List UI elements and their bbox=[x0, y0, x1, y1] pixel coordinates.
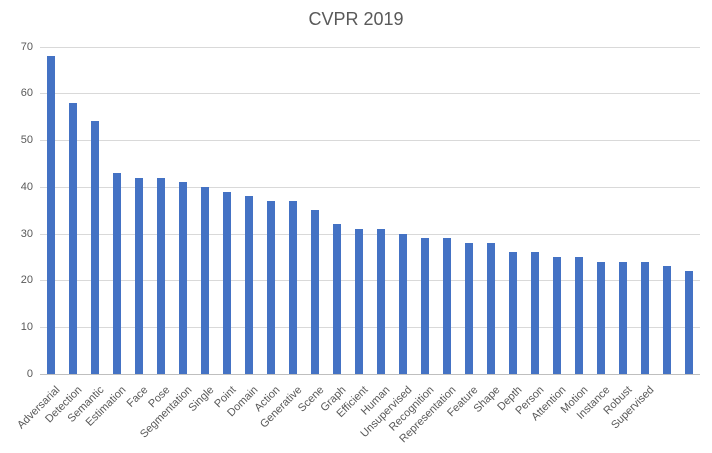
bar bbox=[509, 252, 517, 374]
bar bbox=[443, 238, 451, 374]
bar bbox=[267, 200, 275, 374]
x-axis-line bbox=[40, 374, 700, 375]
y-axis-tick-label: 20 bbox=[20, 274, 33, 287]
bar bbox=[487, 243, 495, 374]
chart-title: CVPR 2019 bbox=[308, 9, 404, 29]
gridline bbox=[40, 93, 700, 95]
bar bbox=[201, 186, 209, 374]
y-axis-tick-label: 60 bbox=[20, 87, 33, 100]
bar bbox=[619, 261, 627, 374]
gridline bbox=[40, 280, 700, 282]
bar bbox=[663, 266, 671, 374]
bar bbox=[157, 177, 165, 374]
bar bbox=[377, 228, 385, 374]
bar bbox=[355, 228, 363, 374]
bar bbox=[311, 210, 319, 374]
bar bbox=[223, 191, 231, 374]
gridline bbox=[40, 233, 700, 235]
bar bbox=[245, 196, 253, 374]
gridline bbox=[40, 46, 700, 48]
bar bbox=[47, 55, 55, 374]
gridline bbox=[40, 186, 700, 188]
bar bbox=[597, 261, 605, 374]
gridline bbox=[40, 140, 700, 142]
gridline bbox=[40, 327, 700, 329]
bar bbox=[135, 177, 143, 374]
bar bbox=[465, 243, 473, 374]
y-axis-tick-label: 0 bbox=[26, 368, 33, 380]
bar bbox=[421, 238, 429, 374]
bar bbox=[289, 200, 297, 374]
bar bbox=[641, 261, 649, 374]
bar bbox=[399, 233, 407, 374]
bar bbox=[575, 257, 583, 374]
bar bbox=[113, 172, 121, 374]
bar bbox=[685, 271, 693, 374]
y-axis-tick-label: 70 bbox=[20, 40, 33, 53]
bar bbox=[69, 102, 77, 374]
bar bbox=[179, 182, 187, 374]
y-axis-tick-label: 10 bbox=[20, 321, 33, 334]
bar bbox=[91, 121, 99, 374]
bar bbox=[531, 252, 539, 374]
bar bbox=[553, 257, 561, 374]
y-axis-tick-label: 50 bbox=[20, 134, 33, 147]
y-axis-tick-label: 30 bbox=[20, 227, 33, 240]
bar bbox=[333, 224, 341, 374]
y-axis-tick-label: 40 bbox=[20, 180, 33, 193]
